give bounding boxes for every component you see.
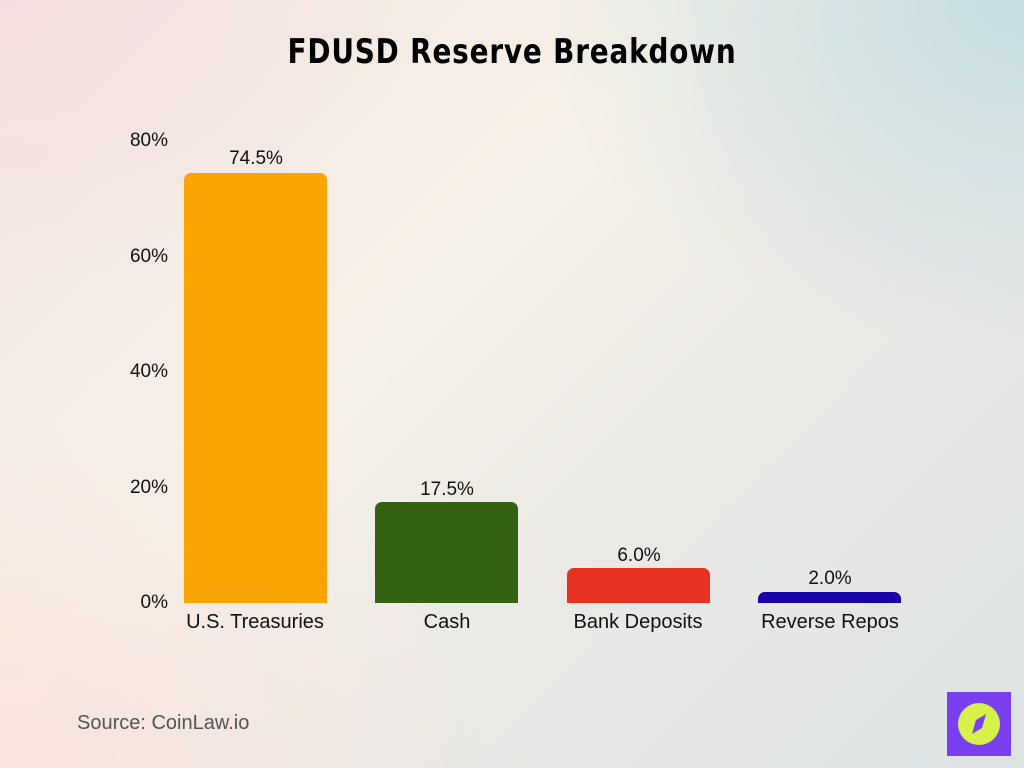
bar-bank-deposits [567, 568, 710, 603]
x-label-reverse-repos: Reverse Repos [761, 611, 899, 633]
bar-value-reverse-repos: 2.0% [808, 568, 852, 589]
y-tick-60: 60% [129, 246, 168, 267]
bar-value-cash: 17.5% [420, 479, 474, 500]
y-tick-80: 80% [129, 130, 168, 151]
x-label-us-treasuries: U.S. Treasuries [186, 611, 324, 633]
bar-us-treasuries [184, 173, 327, 603]
bar-value-us-treasuries: 74.5% [229, 148, 283, 169]
y-tick-0: 0% [140, 592, 168, 613]
x-label-cash: Cash [423, 611, 471, 633]
chart-title: FDUSD Reserve Breakdown [287, 32, 737, 72]
source-note: Source: CoinLaw.io [77, 712, 250, 734]
bar-value-bank-deposits: 6.0% [617, 545, 661, 566]
compass-icon [958, 703, 1000, 745]
brand-logo [947, 692, 1011, 756]
x-label-bank-deposits: Bank Deposits [573, 611, 703, 633]
y-tick-40: 40% [129, 361, 168, 382]
bar-reverse-repos [758, 592, 901, 603]
y-tick-20: 20% [129, 477, 168, 498]
bar-cash [375, 502, 518, 603]
